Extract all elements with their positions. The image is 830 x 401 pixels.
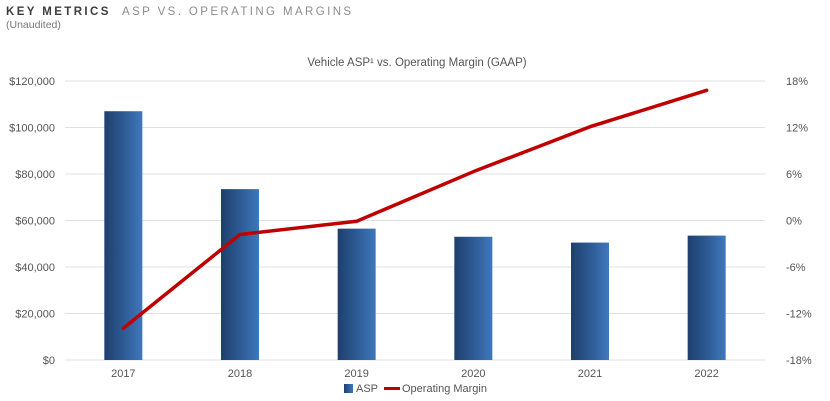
chart-legend: ASP Operating Margin: [344, 383, 487, 395]
right-axis-tick-label: -18%: [786, 355, 812, 367]
x-axis-tick-label: 2019: [344, 368, 368, 380]
left-axis-tick-label: $120,000: [9, 76, 55, 88]
right-axis-tick-label: -6%: [786, 262, 806, 274]
left-axis-tick-label: $100,000: [9, 123, 55, 135]
legend-asp-swatch: [344, 384, 353, 393]
asp-bar: [571, 242, 609, 360]
left-axis-tick-label: $20,000: [15, 309, 55, 321]
asp-bar: [337, 228, 376, 360]
legend-asp-label: ASP: [356, 383, 378, 395]
left-axis-tick-label: $40,000: [15, 262, 55, 274]
operating-margin-line-group: [121, 88, 709, 330]
left-axis-tick-label: $80,000: [15, 169, 55, 181]
right-axis-tick-label: 6%: [786, 169, 802, 181]
x-axis-tick-label: 2018: [228, 368, 252, 380]
page-header: KEY METRICS ASP VS. OPERATING MARGINS (U…: [6, 6, 353, 31]
asp-bar: [454, 236, 493, 360]
x-axis-tick-label: 2017: [111, 368, 135, 380]
x-axis-ticks: 2017 2018 2019 2020 2021 2022: [111, 368, 719, 380]
left-axis-tick-label: $60,000: [15, 216, 55, 228]
header-title-light: ASP VS. OPERATING MARGINS: [122, 6, 354, 18]
x-axis-tick-label: 2020: [461, 368, 485, 380]
asp-bars: [104, 111, 726, 360]
left-axis-tick-label: $0: [43, 355, 55, 367]
asp-bar: [687, 235, 726, 360]
chart-gridlines: [65, 80, 765, 361]
asp-bar: [104, 111, 143, 360]
x-axis-tick-label: 2022: [694, 368, 718, 380]
header-title-bold: KEY METRICS: [6, 6, 111, 18]
right-axis-tick-label: 12%: [786, 123, 808, 135]
x-axis-tick-label: 2021: [578, 368, 602, 380]
legend-margin-label: Operating Margin: [402, 383, 487, 395]
right-axis-ticks: -18% -12% -6% 0% 6% 12% 18%: [786, 76, 812, 367]
chart-title: Vehicle ASP¹ vs. Operating Margin (GAAP): [307, 57, 526, 69]
operating-margin-line: [121, 88, 709, 330]
header-title: KEY METRICS ASP VS. OPERATING MARGINS: [6, 6, 353, 18]
header-subtitle: (Unaudited): [6, 19, 61, 31]
left-axis-ticks: $0 $20,000 $40,000 $60,000 $80,000 $100,000 $1…: [9, 76, 55, 367]
right-axis-tick-label: 18%: [786, 76, 808, 88]
right-axis-tick-label: -12%: [786, 309, 812, 321]
right-axis-tick-label: 0%: [786, 216, 802, 228]
asp-bar: [221, 189, 259, 360]
